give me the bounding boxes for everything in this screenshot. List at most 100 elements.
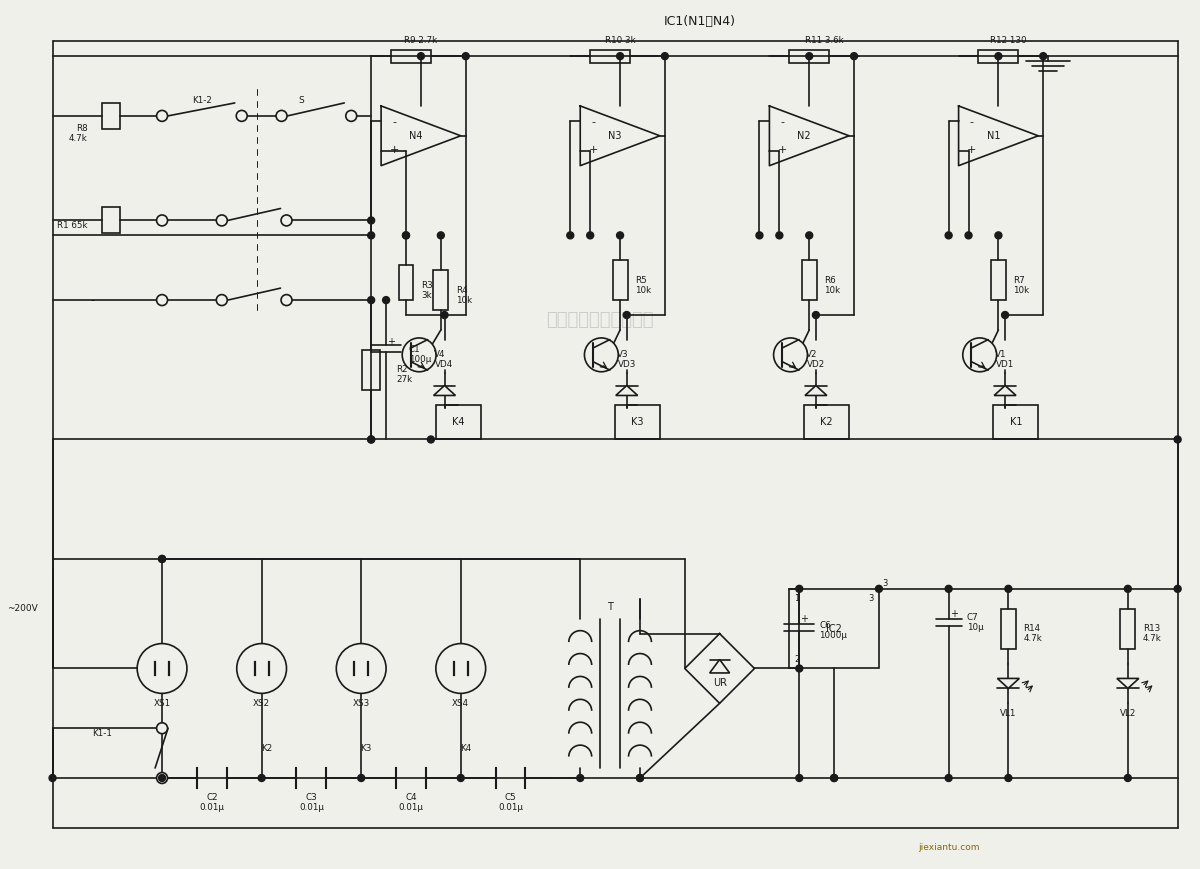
Circle shape <box>1174 586 1181 593</box>
Circle shape <box>436 644 486 693</box>
Circle shape <box>851 53 858 60</box>
Text: 0.01μ: 0.01μ <box>199 803 224 813</box>
Circle shape <box>457 774 464 781</box>
Text: N4: N4 <box>409 131 422 141</box>
Circle shape <box>796 586 803 593</box>
Text: XS2: XS2 <box>253 699 270 708</box>
Bar <box>994 405 1038 440</box>
Text: +: + <box>388 337 395 347</box>
Text: -: - <box>780 116 785 127</box>
Bar <box>612 260 628 300</box>
Circle shape <box>965 232 972 239</box>
Circle shape <box>437 232 444 239</box>
Text: K3: K3 <box>360 744 372 753</box>
Circle shape <box>1174 436 1181 443</box>
Text: XS1: XS1 <box>154 699 170 708</box>
Bar <box>102 103 120 129</box>
Circle shape <box>158 555 166 562</box>
Circle shape <box>156 723 168 733</box>
Circle shape <box>774 338 808 372</box>
Text: R14: R14 <box>1024 624 1040 634</box>
Circle shape <box>946 774 952 781</box>
Text: IC2: IC2 <box>826 624 842 634</box>
Text: K4: K4 <box>452 417 464 427</box>
Text: jiexiantu.com: jiexiantu.com <box>918 843 979 852</box>
Circle shape <box>367 217 374 224</box>
Text: 0.01μ: 0.01μ <box>398 803 424 813</box>
Text: XS4: XS4 <box>452 699 469 708</box>
Polygon shape <box>769 106 850 166</box>
Text: VD4: VD4 <box>436 360 454 368</box>
Text: 10k: 10k <box>635 286 652 295</box>
Circle shape <box>995 53 1002 60</box>
Bar <box>1001 609 1016 648</box>
Text: C2: C2 <box>206 793 217 802</box>
Text: C3: C3 <box>306 793 317 802</box>
Text: 1000μ: 1000μ <box>820 631 847 640</box>
Text: 4.7k: 4.7k <box>1142 634 1162 643</box>
Circle shape <box>281 215 292 226</box>
Text: ~200V: ~200V <box>7 604 37 614</box>
Circle shape <box>805 232 812 239</box>
Text: 4.7k: 4.7k <box>68 135 88 143</box>
Text: V3: V3 <box>617 350 629 360</box>
Text: 3k: 3k <box>421 290 432 300</box>
Polygon shape <box>616 386 637 395</box>
Text: -: - <box>592 116 595 127</box>
Text: R6: R6 <box>824 275 835 285</box>
Text: -: - <box>90 294 95 307</box>
Text: K2: K2 <box>260 744 272 753</box>
Text: 1: 1 <box>794 594 799 603</box>
Circle shape <box>584 338 618 372</box>
Text: 杭州将宰科技有限公司: 杭州将宰科技有限公司 <box>546 311 654 329</box>
Bar <box>433 270 449 310</box>
Bar <box>802 260 817 300</box>
Text: +: + <box>800 614 809 624</box>
Text: IC1(N1～N4): IC1(N1～N4) <box>664 15 736 28</box>
Circle shape <box>805 53 812 60</box>
Text: VD3: VD3 <box>618 360 636 368</box>
Text: K2: K2 <box>821 417 833 427</box>
Text: R4: R4 <box>456 286 468 295</box>
Text: VD1: VD1 <box>996 360 1014 368</box>
Circle shape <box>577 774 583 781</box>
Circle shape <box>427 436 434 443</box>
Bar <box>991 260 1006 300</box>
Text: R2: R2 <box>396 365 408 375</box>
Text: R13: R13 <box>1142 624 1160 634</box>
Text: N1: N1 <box>986 131 1000 141</box>
Polygon shape <box>709 660 730 673</box>
Text: K1-2: K1-2 <box>192 96 212 105</box>
Text: C5: C5 <box>505 793 516 802</box>
Circle shape <box>156 110 168 122</box>
Text: S: S <box>299 96 305 105</box>
Circle shape <box>402 338 436 372</box>
Circle shape <box>367 296 374 303</box>
Circle shape <box>636 774 643 781</box>
Circle shape <box>158 774 166 781</box>
Circle shape <box>216 215 227 226</box>
Text: R3: R3 <box>421 281 433 289</box>
Circle shape <box>946 586 952 593</box>
Circle shape <box>796 665 803 672</box>
Polygon shape <box>433 386 456 395</box>
Circle shape <box>442 311 448 319</box>
Circle shape <box>617 53 624 60</box>
Circle shape <box>156 773 168 784</box>
Text: +: + <box>949 608 958 619</box>
Text: 3: 3 <box>869 594 874 603</box>
Text: V1: V1 <box>995 350 1007 360</box>
Bar <box>436 405 481 440</box>
Text: R8: R8 <box>76 124 88 133</box>
Bar <box>1121 609 1135 648</box>
Text: 4.7k: 4.7k <box>1024 634 1042 643</box>
Circle shape <box>796 774 803 781</box>
Bar <box>616 405 660 440</box>
Text: +: + <box>389 145 398 155</box>
Circle shape <box>336 644 386 693</box>
Text: -: - <box>392 116 396 127</box>
Circle shape <box>358 774 365 781</box>
Text: +: + <box>588 145 598 155</box>
Text: 0.01μ: 0.01μ <box>498 803 523 813</box>
Circle shape <box>1004 586 1012 593</box>
